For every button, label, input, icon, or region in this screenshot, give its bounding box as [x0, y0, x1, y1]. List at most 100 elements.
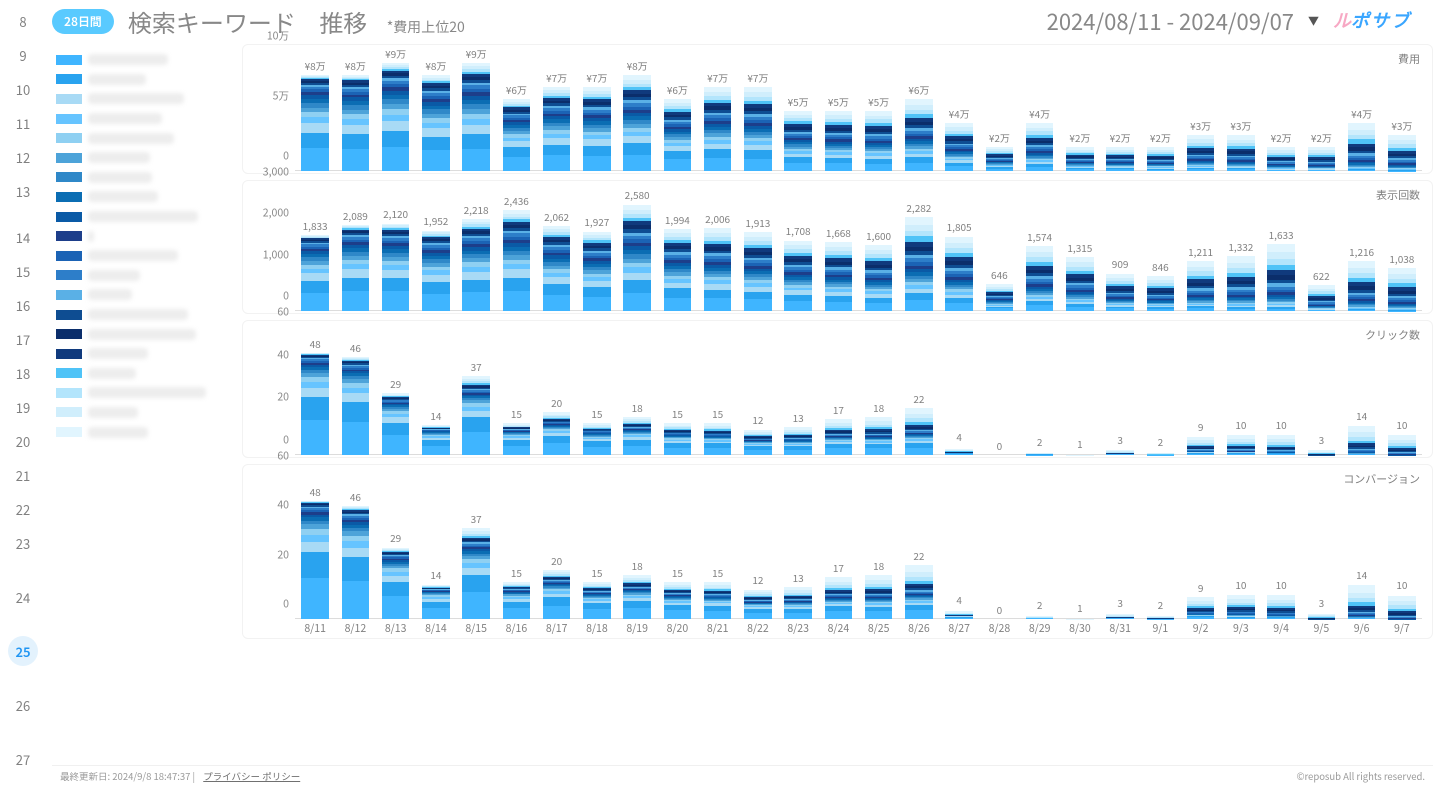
legend-item[interactable]: [56, 109, 228, 129]
privacy-link[interactable]: プライバシー ポリシー: [203, 769, 300, 783]
legend-item[interactable]: [56, 89, 228, 109]
bar[interactable]: ¥4万: [1342, 51, 1382, 171]
bar[interactable]: 9: [1181, 327, 1221, 455]
nav-page-27[interactable]: 27: [8, 744, 38, 774]
bar[interactable]: 13: [778, 327, 818, 455]
bar[interactable]: 14: [416, 471, 456, 619]
bar[interactable]: ¥6万: [496, 51, 536, 171]
bar[interactable]: 909: [1100, 187, 1140, 311]
bar[interactable]: 2: [1140, 471, 1180, 619]
bar[interactable]: 0: [979, 327, 1019, 455]
bar[interactable]: ¥5万: [859, 51, 899, 171]
bar[interactable]: ¥7万: [738, 51, 778, 171]
legend-item[interactable]: [56, 70, 228, 90]
nav-page-16[interactable]: 16: [8, 290, 38, 320]
bar[interactable]: ¥2万: [1261, 51, 1301, 171]
bar[interactable]: 1,315: [1060, 187, 1100, 311]
nav-page-11[interactable]: 11: [8, 108, 38, 138]
nav-page-20[interactable]: 20: [8, 426, 38, 456]
bar[interactable]: 3: [1100, 327, 1140, 455]
bar[interactable]: 22: [899, 327, 939, 455]
bar[interactable]: 14: [1342, 327, 1382, 455]
bar[interactable]: 10: [1221, 471, 1261, 619]
bar[interactable]: 9: [1181, 471, 1221, 619]
bar[interactable]: 10: [1221, 327, 1261, 455]
bar[interactable]: 10: [1382, 471, 1422, 619]
bar[interactable]: 15: [657, 327, 697, 455]
bar[interactable]: 46: [335, 471, 375, 619]
bar[interactable]: 15: [698, 471, 738, 619]
legend-item[interactable]: [56, 383, 228, 403]
nav-page-17[interactable]: 17: [8, 324, 38, 354]
bar[interactable]: 1,633: [1261, 187, 1301, 311]
nav-page-10[interactable]: 10: [8, 74, 38, 104]
bar[interactable]: ¥4万: [1020, 51, 1060, 171]
bar[interactable]: ¥9万: [456, 51, 496, 171]
bar[interactable]: 1,211: [1181, 187, 1221, 311]
bar[interactable]: 2,089: [335, 187, 375, 311]
bar[interactable]: ¥3万: [1221, 51, 1261, 171]
legend-item[interactable]: [56, 324, 228, 344]
bar[interactable]: ¥3万: [1181, 51, 1221, 171]
bar[interactable]: 1,952: [416, 187, 456, 311]
nav-page-18[interactable]: 18: [8, 358, 38, 388]
legend-item[interactable]: [56, 285, 228, 305]
nav-page-25[interactable]: 25: [8, 636, 38, 666]
bar[interactable]: 2,282: [899, 187, 939, 311]
bar[interactable]: 2: [1140, 327, 1180, 455]
legend-item[interactable]: [56, 187, 228, 207]
bar[interactable]: 2,006: [698, 187, 738, 311]
bar[interactable]: 14: [1342, 471, 1382, 619]
bar[interactable]: 1,332: [1221, 187, 1261, 311]
bar[interactable]: 12: [738, 327, 778, 455]
bar[interactable]: 3: [1100, 471, 1140, 619]
bar[interactable]: ¥2万: [1140, 51, 1180, 171]
legend-item[interactable]: [56, 344, 228, 364]
bar[interactable]: 15: [577, 327, 617, 455]
legend-item[interactable]: [56, 226, 228, 246]
bar[interactable]: 1,927: [577, 187, 617, 311]
date-range-picker[interactable]: 2024/08/11 - 2024/09/07 ▼: [1047, 5, 1319, 37]
bar[interactable]: 2,436: [496, 187, 536, 311]
legend-item[interactable]: [56, 305, 228, 325]
bar[interactable]: 10: [1382, 327, 1422, 455]
nav-page-21[interactable]: 21: [8, 460, 38, 490]
bar[interactable]: ¥7万: [577, 51, 617, 171]
bar[interactable]: 18: [859, 327, 899, 455]
bar[interactable]: 1,994: [657, 187, 697, 311]
bar[interactable]: 10: [1261, 471, 1301, 619]
bar[interactable]: ¥2万: [979, 51, 1019, 171]
nav-page-15[interactable]: 15: [8, 256, 38, 286]
nav-page-19[interactable]: 19: [8, 392, 38, 422]
bar[interactable]: ¥6万: [899, 51, 939, 171]
nav-page-22[interactable]: 22: [8, 494, 38, 524]
bar[interactable]: 12: [738, 471, 778, 619]
bar[interactable]: 18: [617, 327, 657, 455]
bar[interactable]: ¥2万: [1060, 51, 1100, 171]
bar[interactable]: 1: [1060, 471, 1100, 619]
legend-item[interactable]: [56, 148, 228, 168]
bar[interactable]: 15: [698, 327, 738, 455]
bar[interactable]: 17: [818, 327, 858, 455]
bar[interactable]: ¥8万: [617, 51, 657, 171]
bar[interactable]: 2,580: [617, 187, 657, 311]
bar[interactable]: 29: [376, 327, 416, 455]
bar[interactable]: 4: [939, 471, 979, 619]
bar[interactable]: ¥8万: [335, 51, 375, 171]
bar[interactable]: 2: [1020, 327, 1060, 455]
bar[interactable]: 18: [617, 471, 657, 619]
bar[interactable]: 1,913: [738, 187, 778, 311]
bar[interactable]: 1: [1060, 327, 1100, 455]
bar[interactable]: ¥5万: [778, 51, 818, 171]
bar[interactable]: 1,038: [1382, 187, 1422, 311]
bar[interactable]: 1,833: [295, 187, 335, 311]
bar[interactable]: ¥8万: [295, 51, 335, 171]
nav-page-24[interactable]: 24: [8, 582, 38, 612]
bar[interactable]: 48: [295, 471, 335, 619]
bar[interactable]: ¥7万: [698, 51, 738, 171]
bar[interactable]: 0: [979, 471, 1019, 619]
bar[interactable]: 37: [456, 327, 496, 455]
legend-item[interactable]: [56, 207, 228, 227]
bar[interactable]: 622: [1301, 187, 1341, 311]
bar[interactable]: 14: [416, 327, 456, 455]
